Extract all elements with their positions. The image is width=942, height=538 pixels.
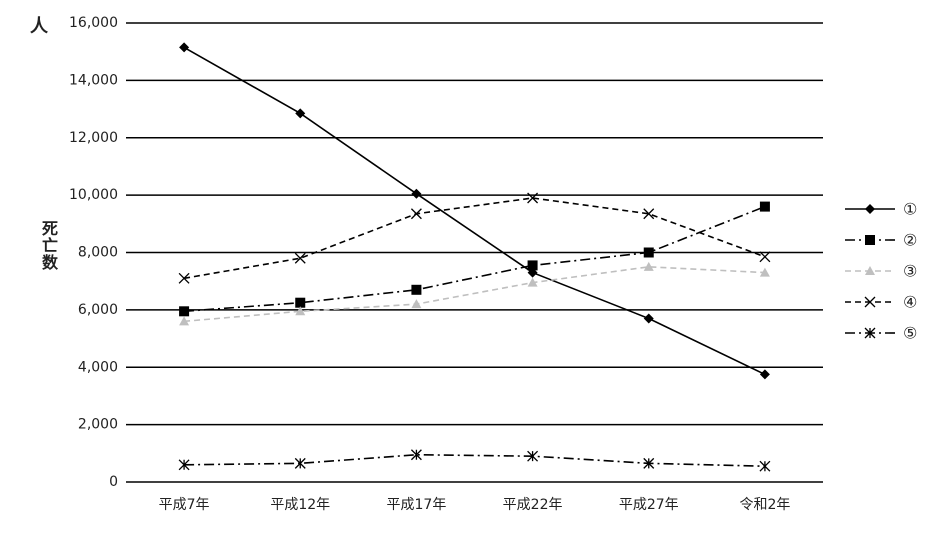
marker [295,306,306,316]
x-tick-label: 平成17年 [387,497,447,513]
y-tick-label: 12,000 [69,130,118,146]
marker [759,251,771,263]
legend-item: ④ [845,293,917,312]
marker [178,272,190,284]
y-axis-label: 死亡数 [39,220,58,271]
x-tick-label: 平成7年 [159,497,210,513]
marker [294,457,306,469]
series-line [184,453,765,468]
marker [759,369,770,380]
legend-marker [864,296,876,308]
marker [295,297,306,308]
legend-label: ② [903,231,917,250]
marker [759,460,771,472]
legend-marker [865,204,875,214]
x-tick-label: 平成22年 [503,497,563,513]
x-tick-label: 平成27年 [619,497,679,513]
marker [179,316,190,326]
legend-item: ② [845,231,917,250]
marker [527,192,539,204]
legend-item: ① [845,200,917,219]
marker [410,208,422,220]
marker [643,261,654,271]
marker [179,306,190,317]
y-tick-label: 14,000 [69,72,118,88]
marker [179,42,190,53]
marker [759,267,770,277]
y-tick-label: 0 [109,474,118,490]
marker [410,449,422,461]
series-line [183,46,766,376]
marker [643,247,654,258]
marker [411,188,422,199]
y-tick-label: 16,000 [69,15,118,31]
marker [759,201,770,212]
legend-item: ⑤ [845,324,917,343]
y-tick-label: 2,000 [78,417,118,433]
marker [178,459,190,471]
y-tick-label: 10,000 [69,187,118,203]
marker [527,450,539,462]
marker [643,457,655,469]
marker [643,313,654,324]
marker [527,260,538,271]
series-line [183,197,766,280]
marker [411,299,422,309]
series-line [184,205,766,313]
legend-marker [865,235,875,245]
x-tick-label: 令和2年 [739,497,790,513]
x-tick-label: 平成12年 [270,497,330,513]
marker [411,284,422,295]
legend-label: ③ [903,262,917,281]
y-tick-label: 4,000 [78,359,118,375]
y-tick-label: 8,000 [78,245,118,261]
y-unit-label: 人 [30,16,48,37]
legend-label: ⑤ [903,324,917,343]
series-line [184,266,765,323]
legend-label: ④ [903,293,917,312]
legend-label: ① [903,200,917,219]
y-tick-label: 6,000 [78,302,118,318]
marker [643,208,655,220]
marker [294,252,306,264]
marker [527,277,538,287]
legend-marker [864,327,876,339]
legend-marker [865,266,875,275]
marker [295,108,306,119]
legend-item: ③ [845,262,917,281]
